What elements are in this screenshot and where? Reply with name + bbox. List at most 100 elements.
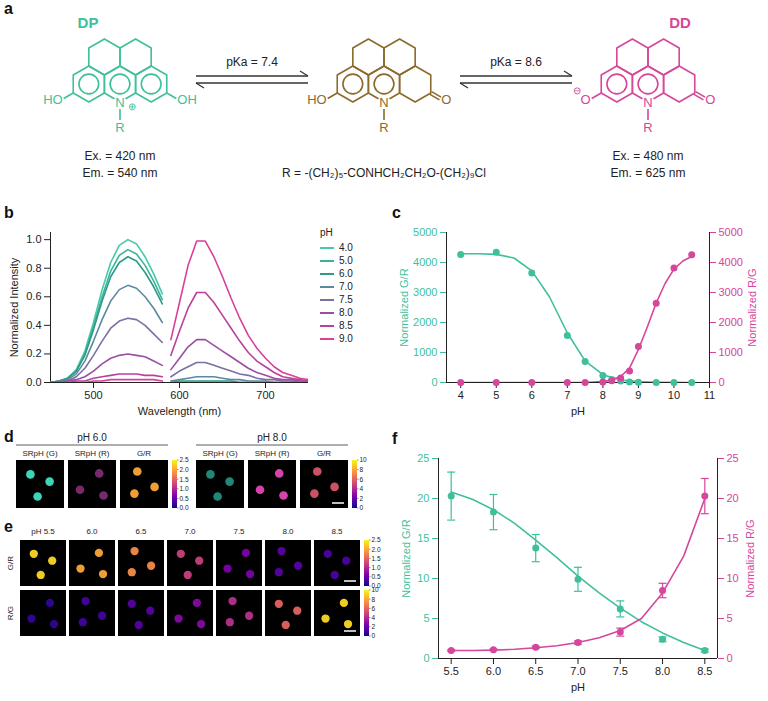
svg-text:5.5: 5.5 [444, 665, 459, 677]
svg-text:5000: 5000 [719, 226, 743, 238]
svg-text:1.0: 1.0 [180, 485, 189, 492]
svg-text:7.0: 7.0 [184, 527, 196, 536]
svg-text:10: 10 [372, 586, 380, 593]
svg-text:2000: 2000 [719, 316, 743, 328]
svg-text:N: N [115, 95, 124, 110]
svg-text:7.0: 7.0 [570, 665, 585, 677]
svg-text:Normalized G/R: Normalized G/R [398, 268, 410, 346]
svg-text:DP: DP [78, 14, 99, 31]
svg-text:20: 20 [417, 492, 429, 504]
svg-text:5000: 5000 [413, 226, 437, 238]
svg-text:HO: HO [307, 92, 327, 107]
svg-text:8: 8 [600, 389, 606, 401]
svg-text:6: 6 [372, 605, 376, 612]
svg-text:G/R: G/R [137, 449, 151, 458]
svg-text:Ex. = 420 nm: Ex. = 420 nm [84, 149, 155, 163]
svg-text:8: 8 [372, 596, 376, 603]
svg-text:DD: DD [669, 14, 691, 31]
svg-text:0: 0 [719, 376, 725, 388]
svg-text:6.0: 6.0 [486, 665, 501, 677]
svg-text:SRpH (G): SRpH (G) [202, 449, 237, 458]
svg-text:8.5: 8.5 [697, 665, 712, 677]
svg-text:0: 0 [431, 376, 437, 388]
svg-text:2.0: 2.0 [180, 466, 189, 473]
svg-text:0.6: 0.6 [26, 290, 41, 302]
svg-text:1.5: 1.5 [372, 555, 381, 562]
svg-text:3000: 3000 [719, 286, 743, 298]
svg-text:5: 5 [493, 389, 499, 401]
svg-text:R/G: R/G [6, 606, 15, 620]
svg-text:6: 6 [529, 389, 535, 401]
svg-text:SRpH (R): SRpH (R) [255, 449, 290, 458]
svg-text:2.0: 2.0 [372, 546, 381, 553]
svg-text:0.8: 0.8 [26, 262, 41, 274]
svg-text:0.5: 0.5 [372, 573, 381, 580]
svg-text:G/R: G/R [317, 449, 331, 458]
svg-text:SRpH (R): SRpH (R) [75, 449, 110, 458]
svg-text:8.0: 8.0 [282, 527, 294, 536]
svg-text:2.5: 2.5 [372, 536, 381, 543]
svg-text:pKa = 7.4: pKa = 7.4 [226, 55, 278, 69]
svg-text:R: R [643, 120, 652, 135]
svg-text:pH 5.5: pH 5.5 [31, 527, 55, 536]
svg-text:Em. = 625 nm: Em. = 625 nm [610, 166, 685, 180]
svg-text:R: R [115, 120, 124, 135]
svg-text:R = -(CH₂)₅-CONHCH₂CH₂O-(CH₂)₉: R = -(CH₂)₅-CONHCH₂CH₂O-(CH₂)₉Cl [282, 166, 486, 180]
svg-text:5: 5 [423, 612, 429, 624]
svg-text:OH: OH [177, 92, 197, 107]
svg-text:2.5: 2.5 [180, 456, 189, 463]
svg-text:10: 10 [360, 456, 368, 463]
svg-text:0.4: 0.4 [26, 319, 41, 331]
svg-text:0.0: 0.0 [26, 376, 41, 388]
svg-text:15: 15 [727, 532, 739, 544]
svg-text:O: O [581, 92, 591, 107]
svg-text:Em. = 540 nm: Em. = 540 nm [82, 166, 157, 180]
svg-text:4000: 4000 [719, 256, 743, 268]
svg-text:15: 15 [417, 532, 429, 544]
svg-text:G/R: G/R [6, 556, 15, 570]
svg-text:1.0: 1.0 [372, 564, 381, 571]
svg-text:2: 2 [372, 623, 376, 630]
svg-text:0.0: 0.0 [180, 504, 189, 511]
svg-text:6.5: 6.5 [135, 527, 147, 536]
svg-text:10: 10 [668, 389, 680, 401]
svg-text:⊕: ⊕ [128, 101, 136, 112]
svg-text:7: 7 [564, 389, 570, 401]
svg-text:700: 700 [256, 389, 274, 401]
svg-text:pKa = 8.6: pKa = 8.6 [490, 55, 542, 69]
svg-text:Normalized R/G: Normalized R/G [744, 519, 756, 597]
svg-text:pH: pH [571, 681, 585, 693]
svg-text:6: 6 [360, 476, 364, 483]
svg-text:pH 8.0: pH 8.0 [257, 432, 287, 443]
svg-text:1000: 1000 [719, 346, 743, 358]
svg-text:500: 500 [84, 389, 102, 401]
svg-text:0.5: 0.5 [180, 495, 189, 502]
svg-text:N: N [643, 95, 652, 110]
svg-text:8: 8 [360, 466, 364, 473]
svg-text:R: R [379, 120, 388, 135]
svg-text:20: 20 [727, 492, 739, 504]
svg-text:7.5: 7.5 [233, 527, 245, 536]
svg-text:Normalized R/G: Normalized R/G [746, 268, 758, 346]
svg-text:Normalized Intensity: Normalized Intensity [8, 257, 20, 357]
svg-text:4: 4 [458, 389, 464, 401]
svg-text:7.5: 7.5 [613, 665, 628, 677]
svg-text:3000: 3000 [413, 286, 437, 298]
svg-text:SRpH (G): SRpH (G) [22, 449, 57, 458]
svg-text:9: 9 [635, 389, 641, 401]
svg-text:Ex. = 480 nm: Ex. = 480 nm [612, 149, 683, 163]
svg-text:0: 0 [360, 504, 364, 511]
svg-text:25: 25 [727, 452, 739, 464]
svg-text:HO: HO [43, 92, 63, 107]
svg-text:4: 4 [360, 485, 364, 492]
svg-text:Wavelength (nm): Wavelength (nm) [138, 405, 221, 417]
svg-text:pH: pH [571, 405, 585, 417]
svg-text:1000: 1000 [413, 346, 437, 358]
svg-text:pH 6.0: pH 6.0 [77, 432, 107, 443]
svg-text:0: 0 [423, 652, 429, 664]
svg-text:⊖: ⊖ [573, 85, 581, 96]
svg-text:5: 5 [727, 612, 733, 624]
svg-text:8.5: 8.5 [331, 527, 343, 536]
svg-text:O: O [441, 92, 451, 107]
svg-text:0: 0 [727, 652, 733, 664]
